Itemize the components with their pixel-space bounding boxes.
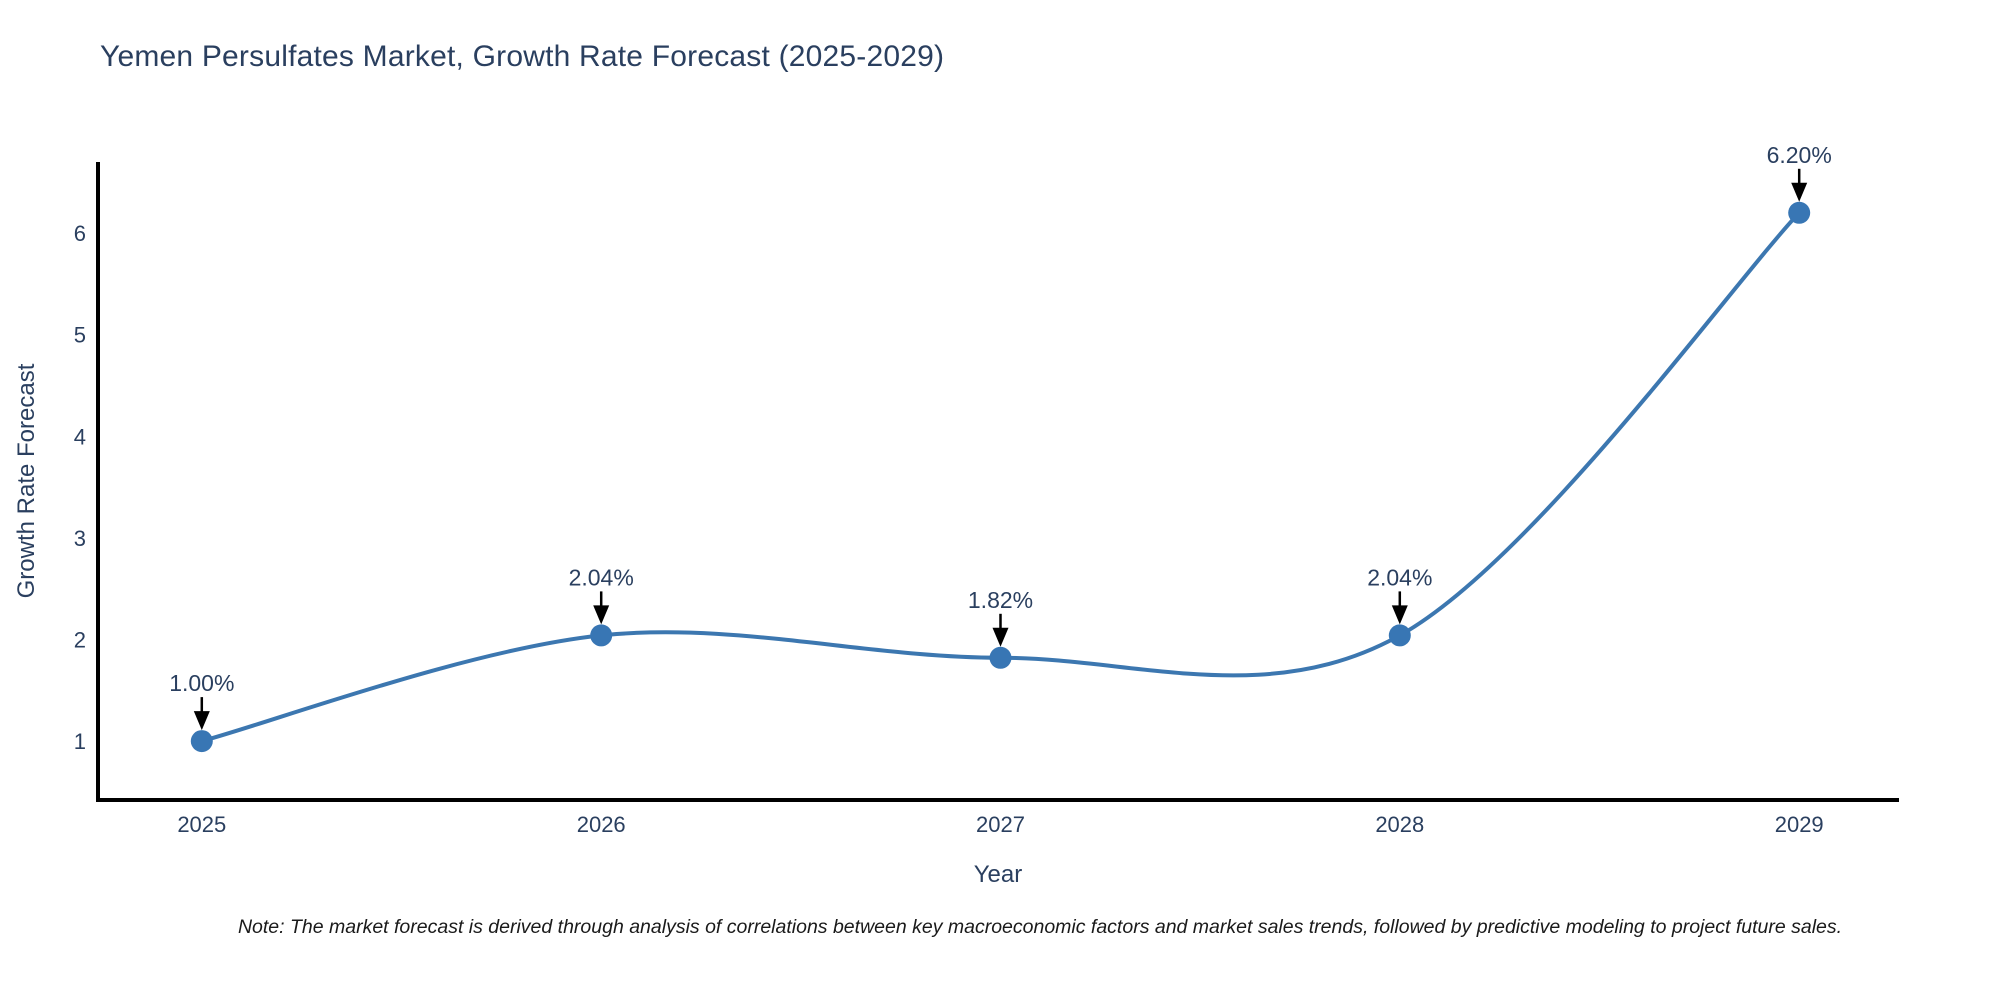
annotation-arrowhead — [593, 605, 610, 625]
growth-line — [199, 210, 1802, 744]
annotation-arrowhead — [193, 711, 210, 731]
x-tick-label: 2025 — [177, 812, 226, 837]
axis-ticks: 1 2 3 4 5 6 2025 2026 2027 2028 2029 — [74, 221, 1824, 837]
x-tick-label: 2026 — [577, 812, 626, 837]
y-axis-title: Growth Rate Forecast — [13, 363, 40, 598]
point-annotation-label: 1.00% — [169, 670, 234, 696]
point-annotation-label: 6.20% — [1767, 142, 1832, 168]
annotation-arrowhead — [1791, 182, 1808, 202]
x-axis-title: Year — [974, 861, 1023, 888]
data-point-2026 — [590, 624, 613, 647]
chart-title: Yemen Persulfates Market, Growth Rate Fo… — [100, 40, 945, 73]
annotation-arrowhead — [1391, 605, 1408, 625]
point-annotations: 1.00% 2.04% 1.82% 2.04% 6.20% — [169, 142, 1832, 731]
y-tick-label: 6 — [74, 221, 86, 246]
data-series — [190, 201, 1811, 753]
y-tick-label: 3 — [74, 526, 86, 551]
point-annotation-label: 2.04% — [1367, 564, 1432, 590]
data-point-2027 — [989, 646, 1012, 669]
x-tick-label: 2029 — [1775, 812, 1824, 837]
data-point-2025 — [190, 730, 213, 753]
point-annotation-label: 2.04% — [569, 564, 634, 590]
y-tick-label: 2 — [74, 628, 86, 653]
footnote: Note: The market forecast is derived thr… — [237, 916, 1843, 938]
data-point-2029 — [1788, 201, 1811, 224]
y-tick-label: 5 — [74, 323, 86, 348]
y-tick-label: 4 — [74, 424, 86, 449]
x-tick-label: 2027 — [976, 812, 1025, 837]
point-annotation-label: 1.82% — [968, 587, 1033, 613]
y-tick-label: 1 — [74, 729, 86, 754]
annotation-arrowhead — [992, 627, 1009, 647]
x-tick-label: 2028 — [1375, 812, 1424, 837]
data-point-2028 — [1388, 624, 1411, 647]
